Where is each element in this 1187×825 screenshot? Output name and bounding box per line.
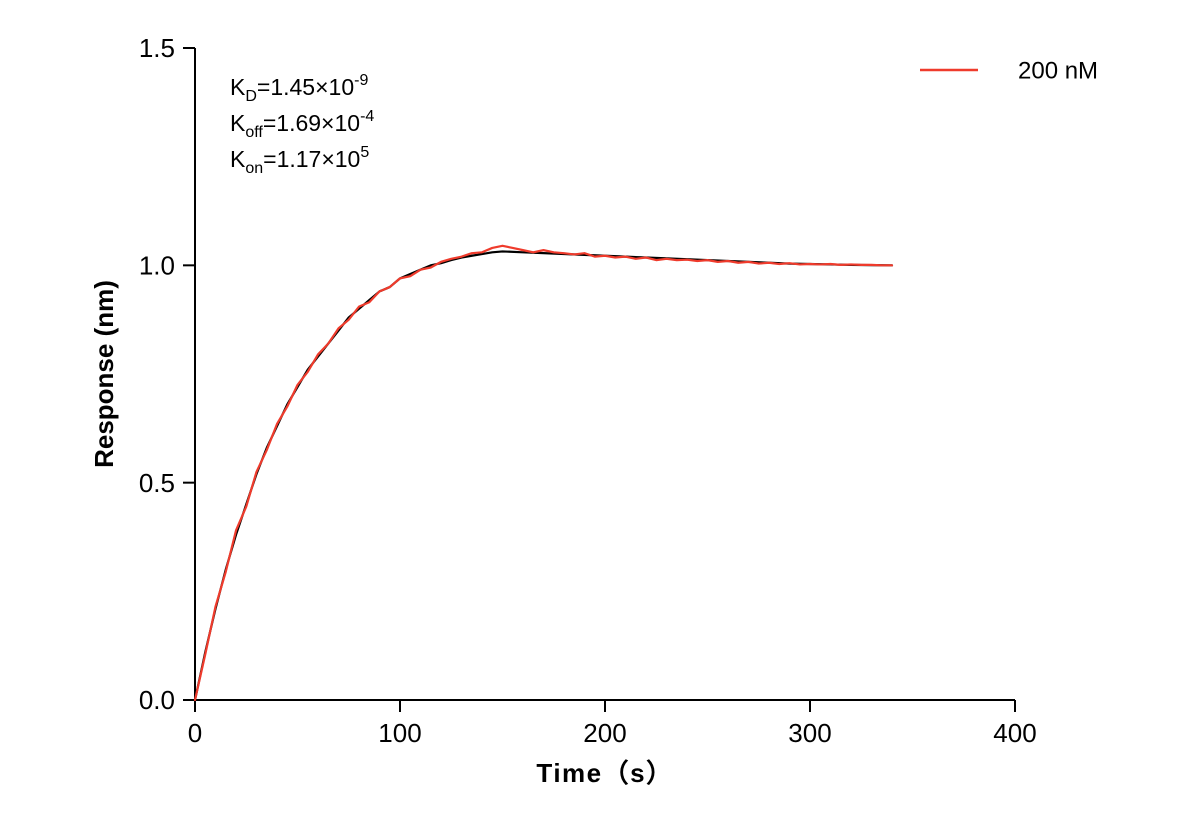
x-tick-label: 0 [188,718,202,748]
x-axis-label: Time（s） [536,758,673,788]
legend-label: 200 nM [1018,57,1098,84]
x-tick-label: 300 [788,718,831,748]
x-tick-label: 400 [993,718,1036,748]
binding-kinetics-chart: 0 100 200 300 400 0.0 0.5 1.0 1.5 Time（s） Response… [0,0,1187,825]
chart-container: 0 100 200 300 400 0.0 0.5 1.0 1.5 Time（s） Response… [0,0,1187,825]
y-tick-label: 1.5 [139,33,175,63]
y-axis-label: Response (nm) [89,280,119,468]
x-tick-label: 200 [583,718,626,748]
y-tick-label: 0.5 [139,468,175,498]
y-tick-label: 0.0 [139,685,175,715]
chart-background [0,0,1187,825]
x-tick-label: 100 [378,718,421,748]
y-tick-label: 1.0 [139,250,175,280]
